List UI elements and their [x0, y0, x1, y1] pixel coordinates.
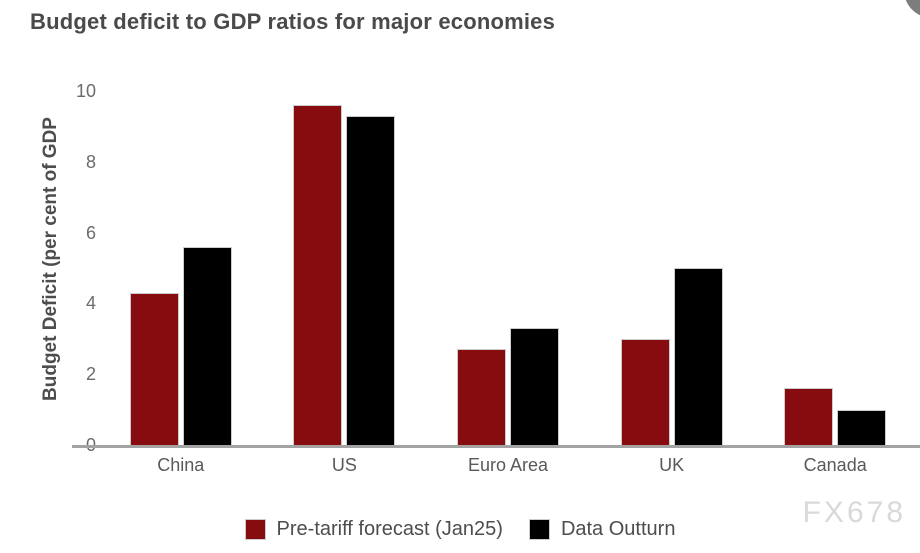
category-label-us: US: [331, 455, 357, 475]
bar-euro-area-outturn: [510, 328, 559, 445]
category-label-euro-area: Euro Area: [467, 455, 549, 475]
chart-legend: Pre-tariff forecast (Jan25) Data Outturn: [0, 518, 920, 541]
y-tick-label: 8: [85, 151, 96, 172]
legend-label: Data Outturn: [560, 518, 676, 540]
bar-canada-outturn: [837, 409, 887, 445]
legend-item-outturn: Data Outturn: [528, 518, 676, 541]
x-axis-line: [72, 445, 920, 448]
category-label-china: China: [157, 455, 205, 475]
bar-uk-forecast: [620, 338, 670, 445]
bar-china-forecast: [129, 292, 179, 445]
y-tick-label: 4: [85, 293, 96, 314]
chart-title: Budget deficit to GDP ratios for major e…: [30, 9, 556, 34]
legend-label: Pre-tariff forecast (Jan25): [276, 518, 503, 540]
bar-us-forecast: [293, 105, 343, 445]
bar-euro-area-forecast: [457, 349, 506, 445]
y-tick-label: 2: [85, 364, 96, 385]
y-tick-label: 10: [75, 81, 96, 101]
legend-swatch-forecast: [244, 519, 266, 540]
watermark: FX678: [802, 496, 906, 529]
bar-uk-outturn: [673, 268, 723, 445]
corner-circle-button[interactable]: [904, 0, 920, 18]
bar-canada-forecast: [784, 388, 834, 445]
category-label-canada: Canada: [803, 455, 867, 475]
legend-item-forecast: Pre-tariff forecast (Jan25): [244, 518, 503, 541]
legend-swatch-outturn: [528, 519, 550, 540]
bar-china-outturn: [182, 246, 232, 445]
category-label-uk: UK: [659, 455, 685, 475]
bar-us-outturn: [346, 115, 396, 445]
y-tick-label: 6: [85, 222, 96, 243]
